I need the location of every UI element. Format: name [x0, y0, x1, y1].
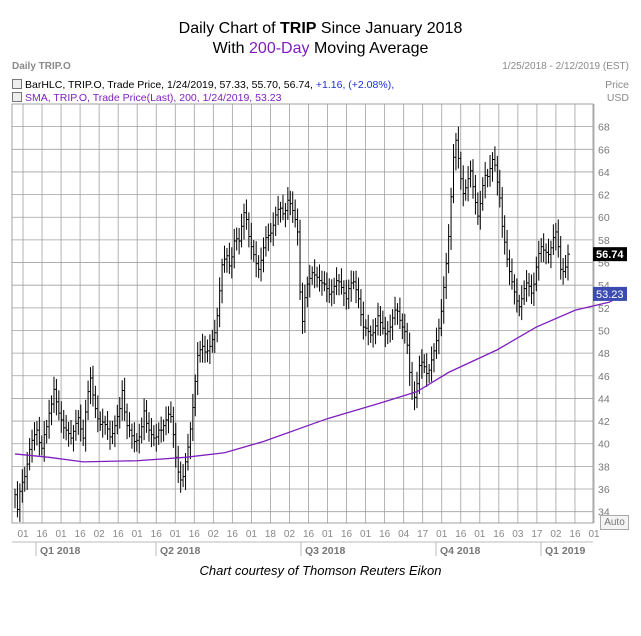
x-tick-label: 18 [265, 529, 277, 540]
y-tick-label: 58 [598, 235, 610, 247]
x-tick-label: 02 [94, 529, 106, 540]
y-tick-label: 60 [598, 212, 610, 224]
sma-200-line [14, 293, 625, 463]
chart-title-line1: Daily Chart of TRIP Since January 2018 [178, 20, 463, 37]
price-tags: 56.74 53.23 [593, 247, 627, 301]
legend-toggle-icon[interactable] [12, 92, 22, 102]
legend-ohlc[interactable]: BarHLC, TRIP.O, Trade Price, 1/24/2019, … [12, 79, 394, 91]
x-tick-label: 16 [36, 529, 48, 540]
y-tick-label: 56 [598, 258, 610, 270]
x-tick-label: 16 [569, 529, 581, 540]
x-tick-label: 01 [588, 529, 600, 540]
x-tick-label: 01 [322, 529, 334, 540]
x-tick-label: 03 [512, 529, 524, 540]
sma-tag-bg [593, 286, 627, 301]
last-price-tag-bg [593, 247, 627, 262]
x-tick-label: 01 [246, 529, 258, 540]
legend-toggle-icon[interactable] [12, 79, 22, 89]
y-tick-label: 54 [598, 280, 610, 292]
quarter-label: Q4 2018 [440, 545, 480, 557]
y-tick-label: 68 [598, 122, 610, 134]
y-tick-label: 62 [598, 190, 610, 202]
hlc-bars [14, 126, 570, 522]
x-tick-label: 01 [170, 529, 182, 540]
x-tick-label: 16 [151, 529, 163, 540]
price-axis-title: Price [605, 79, 629, 91]
quarter-label: Q1 2019 [545, 545, 585, 557]
last-price-tag: 56.74 [596, 249, 624, 261]
y-tick-label: 36 [598, 484, 610, 496]
y-tick-label: 66 [598, 144, 610, 156]
x-tick-label: 16 [227, 529, 239, 540]
legend-sma[interactable]: SMA, TRIP.O, Trade Price(Last), 200, 1/2… [12, 92, 281, 104]
y-tick-label: 38 [598, 461, 610, 473]
x-tick-label: 16 [493, 529, 505, 540]
x-tick-label: 02 [550, 529, 562, 540]
x-tick-label: 16 [341, 529, 353, 540]
x-tick-label: 01 [436, 529, 448, 540]
plot-frame [11, 103, 594, 524]
x-tick-label: 16 [455, 529, 467, 540]
x-tick-label: 02 [284, 529, 296, 540]
quarter-label: Q3 2018 [305, 545, 345, 557]
x-tick-label: 17 [417, 529, 429, 540]
x-tick-label: 16 [379, 529, 391, 540]
x-tick-label: 01 [56, 529, 68, 540]
chart-credit: Chart courtesy of Thomson Reuters Eikon [199, 563, 442, 578]
y-tick-label: 52 [598, 303, 610, 315]
y-tick-label: 42 [598, 416, 610, 428]
x-tick-label: 02 [208, 529, 220, 540]
date-range-label: 1/25/2018 - 2/12/2019 (EST) [502, 61, 629, 72]
x-tick-label: 16 [75, 529, 87, 540]
x-axis: 01 16 01 16 02 16 01 16 01 16 02 16 01 18 02 16 01 16 01 16… [12, 529, 600, 557]
auto-scale-button[interactable]: Auto [600, 515, 629, 530]
x-tick-label: 01 [474, 529, 486, 540]
x-tick-label: 01 [132, 529, 144, 540]
legend-change: +1.16, (+2.08%), [315, 79, 395, 91]
chart-grid [11, 103, 595, 524]
chart-symbol-label: Daily TRIP.O [12, 61, 71, 72]
quarter-label: Q1 2018 [40, 545, 80, 557]
y-tick-label: 64 [598, 167, 610, 179]
legend-ohlc-label: BarHLC, TRIP.O, Trade Price, 1/24/2019, … [25, 79, 313, 91]
y-tick-label: 48 [598, 348, 610, 360]
y-tick-label: 50 [598, 325, 610, 337]
sma-tag: 53.23 [596, 289, 624, 301]
legend-sma-label: SMA, TRIP.O, Trade Price(Last), 200, 1/2… [25, 92, 282, 104]
x-tick-label: 01 [360, 529, 372, 540]
x-tick-label: 17 [531, 529, 543, 540]
x-tick-label: 16 [303, 529, 315, 540]
x-tick-label: 04 [398, 529, 410, 540]
chart-title-line2: With 200-Day Moving Average [212, 40, 429, 57]
quarter-label: Q2 2018 [160, 545, 200, 557]
x-tick-label: 16 [113, 529, 125, 540]
x-tick-label: 16 [189, 529, 201, 540]
y-tick-label: 40 [598, 439, 610, 451]
y-tick-label: 44 [598, 393, 610, 405]
x-tick-label: 01 [17, 529, 29, 540]
y-tick-label: 46 [598, 371, 610, 383]
price-axis-unit: USD [606, 92, 629, 104]
